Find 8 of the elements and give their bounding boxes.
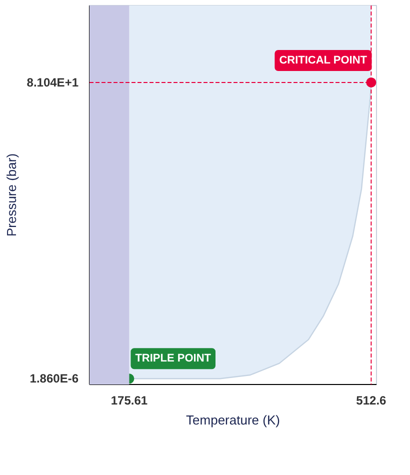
x-tick-label: 175.61	[110, 394, 148, 408]
y-tick-label: 8.104E+1	[26, 75, 79, 90]
y-axis-title: Pressure (bar)	[4, 153, 19, 237]
x-axis-title: Temperature (K)	[186, 412, 280, 428]
y-tick-label: 1.860E-6	[30, 372, 79, 386]
annotation: CRITICAL POINT	[279, 54, 368, 66]
annotation: TRIPLE POINT	[135, 352, 212, 365]
x-tick-label: 512.6	[356, 394, 387, 408]
